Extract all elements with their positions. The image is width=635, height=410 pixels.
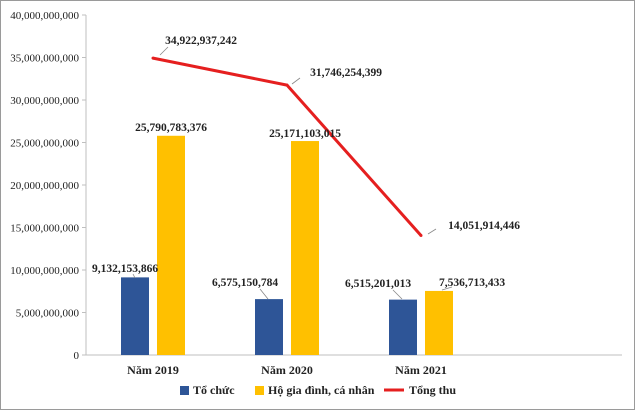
label-leader-line <box>132 273 136 279</box>
label-leader-line <box>392 289 403 300</box>
bar-to-chuc <box>389 299 417 355</box>
y-tick-label: 25,000,000,000 <box>10 138 79 150</box>
y-tick-label: 15,000,000,000 <box>10 223 79 235</box>
legend-swatch-ho-gia-dinh <box>255 386 264 395</box>
data-label: 34,922,937,242 <box>165 35 237 47</box>
legend-swatch-to-chuc <box>180 386 189 395</box>
data-label: 25,790,783,376 <box>135 122 207 134</box>
category-labels: Năm 2019 Năm 2020 Năm 2021 <box>127 363 447 377</box>
y-tick-label: 30,000,000,000 <box>10 95 79 107</box>
total-line <box>151 56 423 238</box>
bars <box>121 135 453 355</box>
line-point <box>285 83 289 87</box>
data-label: 6,575,150,784 <box>212 277 278 289</box>
y-tick-label: 10,000,000,000 <box>10 265 79 277</box>
label-leader-line <box>259 288 269 300</box>
label-leader-line <box>427 228 437 235</box>
line-point <box>151 56 155 60</box>
y-tick-label: 35,000,000,000 <box>10 53 79 65</box>
category-label: Năm 2020 <box>261 363 313 377</box>
bar-to-chuc <box>121 277 149 355</box>
label-leader-line <box>441 286 453 291</box>
label-leader-line <box>159 46 169 56</box>
y-tick-label: 0 <box>74 350 80 362</box>
data-label: 6,515,201,013 <box>345 278 411 290</box>
bar-to-chuc <box>255 299 283 355</box>
bar-ho-gia-dinh <box>157 135 185 355</box>
data-label: 31,746,254,399 <box>310 67 382 79</box>
category-label: Năm 2019 <box>127 363 179 377</box>
legend-label: Tổ chức <box>193 383 235 397</box>
data-label: 7,536,713,433 <box>439 277 505 289</box>
y-axis-ticks: 0 5,000,000,000 10,000,000,000 15,000,000,0… <box>10 10 86 362</box>
y-tick-label: 20,000,000,000 <box>10 180 79 192</box>
bar-ho-gia-dinh <box>425 290 453 355</box>
legend-label: Tổng thu <box>409 383 456 397</box>
data-label: 14,051,914,446 <box>448 220 520 232</box>
y-tick-label: 40,000,000,000 <box>10 10 79 22</box>
category-label: Năm 2021 <box>395 363 447 377</box>
line-point <box>419 234 423 238</box>
label-leader-line <box>291 77 301 85</box>
data-label: 25,171,103,015 <box>269 128 341 140</box>
data-label: 9,132,153,866 <box>92 263 158 275</box>
legend-label: Hộ gia đình, cá nhân <box>268 383 375 397</box>
y-tick-label: 5,000,000,000 <box>16 308 80 320</box>
bar-ho-gia-dinh <box>291 141 319 355</box>
legend: Tổ chức Hộ gia đình, cá nhân Tổng thu <box>180 383 456 397</box>
data-labels: 9,132,153,866 6,575,150,784 6,515,201,013 2… <box>92 35 520 300</box>
